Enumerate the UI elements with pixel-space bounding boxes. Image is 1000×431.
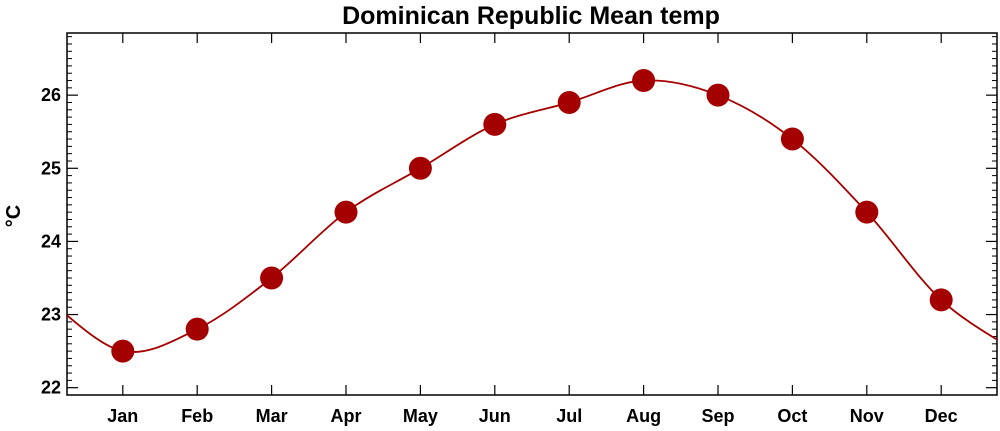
y-tick-label: 24: [41, 231, 61, 251]
data-point-jun: [483, 112, 507, 136]
x-tick-label: Sep: [701, 406, 734, 426]
x-tick-label: Feb: [181, 406, 213, 426]
x-axis: Jan Feb Mar Apr May Jun Jul Aug Sep Oct Nov Dec: [107, 33, 958, 426]
x-tick-label: Jun: [479, 406, 511, 426]
y-tick-label: 23: [41, 305, 61, 325]
data-point-sep: [706, 83, 730, 107]
data-point-nov: [855, 200, 879, 224]
y-axis: 22 23 24 25 26: [41, 36, 997, 398]
data-point-apr: [334, 200, 358, 224]
data-point-aug: [632, 69, 656, 93]
y-tick-label: 22: [41, 378, 61, 398]
data-point-oct: [780, 127, 804, 151]
y-axis-label: °C: [3, 205, 25, 227]
series-mean-temp: [67, 69, 997, 363]
x-tick-label: Apr: [331, 406, 362, 426]
y-tick-label: 26: [41, 85, 61, 105]
x-tick-label: May: [403, 406, 438, 426]
x-tick-label: Jan: [107, 406, 138, 426]
y-tick-label: 25: [41, 158, 61, 178]
x-tick-label: Nov: [850, 406, 884, 426]
chart-title: Dominican Republic Mean temp: [342, 2, 720, 30]
x-tick-label: Aug: [626, 406, 661, 426]
data-point-jul: [557, 90, 581, 114]
data-point-feb: [185, 317, 209, 341]
data-point-mar: [260, 266, 284, 290]
x-tick-label: Mar: [256, 406, 288, 426]
plot-frame: [66, 32, 998, 396]
data-point-may: [408, 156, 432, 180]
data-point-dec: [929, 288, 953, 312]
data-point-jan: [111, 339, 135, 363]
x-tick-label: Dec: [925, 406, 958, 426]
x-tick-label: Jul: [556, 406, 582, 426]
x-tick-label: Oct: [777, 406, 807, 426]
